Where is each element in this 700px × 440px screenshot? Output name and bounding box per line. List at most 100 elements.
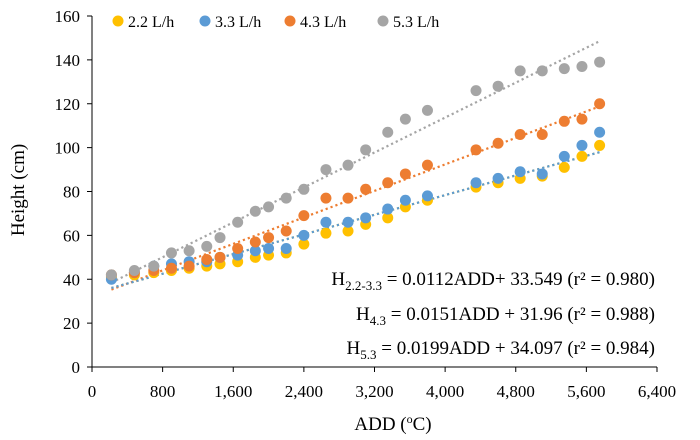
data-point <box>514 128 526 140</box>
legend: 2.2 L/h 3.3 L/h 4.3 L/h 5.3 L/h <box>112 14 439 31</box>
y-tick-label: 120 <box>55 95 81 114</box>
data-point <box>249 245 261 257</box>
data-point <box>382 177 394 189</box>
x-tick-label: 4,800 <box>497 382 535 401</box>
legend-label: 3.3 L/h <box>215 14 261 31</box>
data-point <box>594 139 606 151</box>
x-tick-label: 3,200 <box>355 382 393 401</box>
data-point <box>514 65 526 77</box>
data-point <box>320 192 332 204</box>
x-tick-label: 4,000 <box>426 382 464 401</box>
data-point <box>594 126 606 138</box>
legend-label: 5.3 L/h <box>393 14 439 31</box>
data-point <box>342 192 354 204</box>
data-point <box>298 183 310 195</box>
data-point <box>165 247 177 259</box>
data-point <box>470 177 482 189</box>
y-tick-label: 80 <box>63 183 80 202</box>
data-point <box>558 115 570 127</box>
data-point <box>201 240 213 252</box>
data-point <box>320 216 332 228</box>
x-tick-label: 6,400 <box>638 382 676 401</box>
y-axis-title: Height (cm) <box>8 144 29 236</box>
data-point <box>128 264 140 276</box>
y-tick-label: 100 <box>55 139 81 158</box>
data-point <box>399 113 411 125</box>
y-tick-label: 60 <box>63 226 80 245</box>
data-point <box>298 210 310 222</box>
data-point <box>148 260 160 272</box>
data-point <box>594 56 606 68</box>
data-point <box>298 238 310 250</box>
data-point <box>576 150 588 162</box>
data-point <box>360 144 372 156</box>
legend-label: 2.2 L/h <box>128 14 174 31</box>
y-tick-label: 140 <box>55 51 81 70</box>
data-point <box>214 251 226 263</box>
data-point <box>249 236 261 248</box>
data-point <box>214 232 226 244</box>
data-point <box>232 216 244 228</box>
data-point <box>576 60 588 72</box>
data-point <box>514 166 526 178</box>
data-point <box>320 164 332 176</box>
data-point <box>594 98 606 110</box>
data-point <box>470 144 482 156</box>
data-point <box>249 205 261 217</box>
data-point <box>421 190 433 202</box>
legend-marker <box>284 15 296 27</box>
y-tick-label: 160 <box>55 7 81 26</box>
data-point <box>536 168 548 180</box>
data-point <box>492 172 504 184</box>
x-axis-title: ADD (oC) <box>354 412 431 435</box>
data-point <box>165 262 177 274</box>
x-tick-label: 800 <box>150 382 176 401</box>
x-tick-label: 0 <box>88 382 97 401</box>
x-tick-label: 5,600 <box>567 382 605 401</box>
y-tick-label: 40 <box>63 270 80 289</box>
data-point <box>382 203 394 215</box>
data-point <box>421 159 433 171</box>
data-point <box>558 161 570 173</box>
data-points <box>105 56 606 285</box>
equation-2-2-3-3: H2.2-3.3 = 0.0112ADD+ 33.549 (r² = 0.980… <box>331 269 655 293</box>
data-point <box>183 260 195 272</box>
x-tick-label: 2,400 <box>285 382 323 401</box>
legend-label: 4.3 L/h <box>300 14 346 31</box>
data-point <box>183 245 195 257</box>
y-tick-label: 20 <box>63 314 80 333</box>
data-point <box>263 232 275 244</box>
legend-marker <box>199 15 211 27</box>
data-point <box>399 194 411 206</box>
data-point <box>382 212 394 224</box>
data-point <box>470 85 482 97</box>
data-point <box>342 159 354 171</box>
regression-equations: H2.2-3.3 = 0.0112ADD+ 33.549 (r² = 0.980… <box>331 269 655 362</box>
data-point <box>320 227 332 239</box>
legend-marker <box>377 15 389 27</box>
x-tick-label: 1,600 <box>214 382 252 401</box>
trend-line <box>110 40 601 284</box>
legend-marker <box>112 15 124 27</box>
data-point <box>576 113 588 125</box>
data-point <box>263 201 275 213</box>
equation-5-3: H5.3 = 0.0199ADD + 34.097 (r² = 0.984) <box>347 338 655 362</box>
equation-4-3: H4.3 = 0.0151ADD + 31.96 (r² = 0.988) <box>356 304 655 328</box>
data-point <box>576 139 588 151</box>
data-point <box>558 63 570 75</box>
data-point <box>536 65 548 77</box>
data-point <box>492 80 504 92</box>
data-point <box>342 225 354 237</box>
data-point <box>298 229 310 241</box>
data-point <box>382 126 394 138</box>
data-point <box>360 183 372 195</box>
data-point <box>280 225 292 237</box>
data-point <box>360 212 372 224</box>
data-point <box>280 192 292 204</box>
data-point <box>201 254 213 266</box>
data-point <box>492 137 504 149</box>
data-point <box>105 269 117 281</box>
axes: 0 20 40 60 80 100 120 140 160 0 800 1,600 2,400 3,200… <box>55 7 677 401</box>
data-point <box>536 128 548 140</box>
